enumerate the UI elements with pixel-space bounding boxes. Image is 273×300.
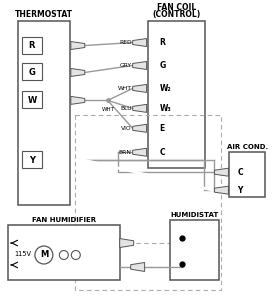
FancyBboxPatch shape: [148, 21, 206, 168]
Text: R: R: [160, 38, 165, 47]
Polygon shape: [215, 186, 229, 194]
Text: FAN COIL: FAN COIL: [157, 3, 196, 12]
FancyBboxPatch shape: [22, 64, 42, 80]
Text: THERMOSTAT: THERMOSTAT: [15, 10, 73, 19]
Text: G: G: [160, 61, 166, 70]
Polygon shape: [133, 124, 147, 132]
Polygon shape: [133, 61, 147, 70]
Polygon shape: [71, 68, 85, 76]
Polygon shape: [120, 238, 134, 247]
Text: G: G: [28, 68, 35, 77]
Polygon shape: [71, 96, 85, 104]
Text: C: C: [160, 148, 165, 157]
Polygon shape: [133, 38, 147, 46]
FancyBboxPatch shape: [170, 220, 219, 280]
Polygon shape: [71, 41, 85, 50]
Text: M: M: [40, 250, 48, 260]
Text: W₂: W₂: [160, 84, 171, 93]
Text: AIR COND.: AIR COND.: [227, 144, 268, 150]
Text: Y: Y: [238, 186, 243, 195]
Text: BRN: BRN: [119, 150, 132, 155]
FancyBboxPatch shape: [8, 225, 120, 280]
Text: R: R: [29, 41, 35, 50]
FancyBboxPatch shape: [22, 151, 42, 168]
Text: RED: RED: [119, 40, 132, 45]
Text: HUMIDISTAT: HUMIDISTAT: [170, 212, 219, 218]
Polygon shape: [131, 262, 145, 272]
Text: GRY: GRY: [120, 63, 132, 68]
Polygon shape: [133, 84, 147, 92]
FancyBboxPatch shape: [229, 152, 265, 197]
FancyBboxPatch shape: [18, 21, 70, 205]
Text: W: W: [27, 96, 37, 105]
Text: FAN HUMIDIFIER: FAN HUMIDIFIER: [32, 217, 96, 223]
FancyBboxPatch shape: [22, 37, 42, 53]
Text: WHT: WHT: [118, 86, 132, 91]
Text: W₃: W₃: [160, 104, 171, 113]
Text: E: E: [160, 124, 165, 133]
Text: 115V: 115V: [14, 251, 31, 257]
Text: C: C: [238, 168, 243, 177]
Text: WHT: WHT: [102, 107, 115, 112]
Text: VIO: VIO: [121, 126, 132, 131]
Polygon shape: [215, 168, 229, 176]
Polygon shape: [133, 104, 147, 112]
Text: (CONTROL): (CONTROL): [152, 10, 201, 19]
Text: Y: Y: [29, 156, 35, 165]
FancyBboxPatch shape: [22, 92, 42, 108]
Text: BLU: BLU: [120, 106, 132, 111]
Polygon shape: [133, 148, 147, 156]
